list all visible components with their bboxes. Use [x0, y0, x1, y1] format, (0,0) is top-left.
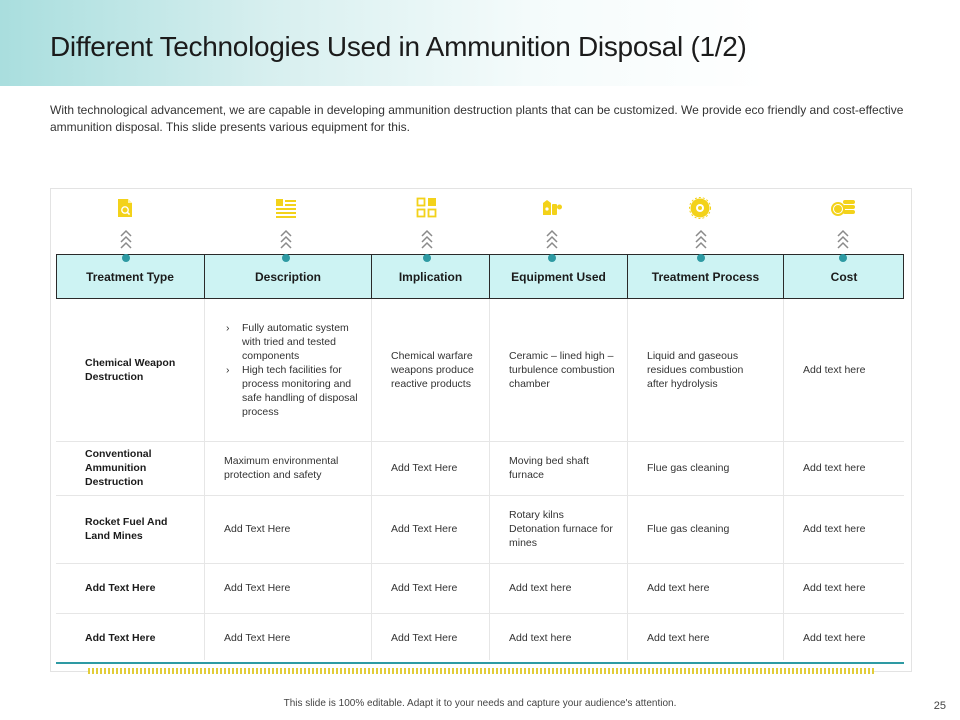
intro-text: With technological advancement, we are c… — [50, 103, 904, 134]
table-cell-equipment: Moving bed shaft furnace — [509, 455, 589, 481]
row-divider — [56, 495, 904, 496]
table-cell-implication: Chemical warfare weapons produce reactiv… — [391, 350, 474, 390]
header-implication: Implication — [371, 254, 489, 299]
equipment-icon — [541, 197, 563, 219]
table-cell-equipment: Ceramic – lined high – turbulence combus… — [509, 350, 615, 390]
column-divider — [371, 299, 372, 660]
table-cell-cost: Add text here — [803, 523, 866, 535]
connector-dot — [423, 254, 431, 262]
gear-icon — [689, 197, 711, 219]
row-divider — [56, 441, 904, 442]
chevron-up-icon — [545, 228, 559, 252]
table-cell-description: Maximum environmental protection and saf… — [224, 455, 339, 481]
table-cell-implication: Add Text Here — [391, 631, 458, 644]
chevron-up-icon — [119, 228, 133, 252]
table-cell-process: Liquid and gaseous residues combustion a… — [647, 350, 744, 390]
page-number: 25 — [933, 700, 946, 712]
table-cell-equipment: Rotary kilns Detonation furnace for mine… — [509, 495, 621, 563]
connector-dot — [839, 254, 847, 262]
connector-dot — [548, 254, 556, 262]
table-cell-treatment-type: Rocket Fuel And Land Mines — [85, 516, 168, 542]
table-cell-treatment-type: Add Text Here — [85, 631, 156, 644]
title-band — [0, 0, 960, 86]
table-cell-description: Fully automatic system with tried and te… — [224, 299, 364, 441]
table-cell-treatment-type: Chemical Weapon Destruction — [85, 357, 176, 383]
table-cell-treatment-type: Add Text Here — [85, 582, 156, 594]
column-divider — [204, 299, 205, 660]
table-cell-description: Add Text Here — [224, 582, 291, 594]
column-divider — [783, 299, 784, 660]
header-cost: Cost — [783, 254, 904, 299]
table-cell-cost: Add text here — [803, 631, 866, 644]
table-cell-process: Flue gas cleaning — [647, 523, 730, 535]
table-cell-cost: Add text here — [803, 582, 866, 594]
document-search-icon — [114, 197, 136, 219]
description-list: Fully automatic system with tried and te… — [224, 321, 364, 419]
list-item: High tech facilities for process monitor… — [224, 363, 364, 419]
row-divider — [56, 563, 904, 564]
table-cell-process: Flue gas cleaning — [647, 462, 730, 474]
table-cell-process: Add text here — [647, 582, 710, 594]
header-treatment-process: Treatment Process — [627, 254, 783, 299]
grid-squares-icon — [416, 197, 438, 219]
list-icon — [275, 197, 297, 219]
table-cell-implication: Add Text Here — [391, 462, 458, 474]
header-treatment-type: Treatment Type — [86, 269, 174, 284]
chevron-up-icon — [420, 228, 434, 252]
table-header-row — [56, 254, 904, 299]
table-bottom-rule — [56, 662, 904, 664]
row-divider — [56, 613, 904, 614]
column-divider — [627, 299, 628, 660]
equipment-line: Rotary kilns — [509, 509, 564, 521]
list-item: Fully automatic system with tried and te… — [224, 321, 364, 363]
table-cell-implication: Add Text Here — [391, 523, 458, 535]
table-cell-implication: Add Text Here — [391, 582, 458, 594]
equipment-line: Detonation furnace for mines — [509, 523, 613, 549]
footer-note: This slide is 100% editable. Adapt it to… — [283, 698, 677, 709]
chevron-up-icon — [836, 228, 850, 252]
table-cell-description: Add Text Here — [224, 523, 291, 535]
table-cell-equipment: Add text here — [509, 631, 572, 644]
connector-dot — [697, 254, 705, 262]
table-cell-cost: Add text here — [803, 462, 866, 474]
table-cell-description: Add Text Here — [224, 631, 291, 644]
slide-title: Different Technologies Used in Ammunitio… — [50, 31, 747, 62]
connector-dot — [282, 254, 290, 262]
table-cell-process: Add text here — [647, 631, 710, 644]
table-cell-cost: Add text here — [803, 364, 866, 376]
column-divider — [489, 299, 490, 660]
table-cell-treatment-type: Conventional Ammunition Destruction — [85, 448, 152, 488]
connector-dot — [122, 254, 130, 262]
table-cell-equipment: Add text here — [509, 582, 572, 594]
header-description: Description — [204, 254, 371, 299]
header-equipment-used: Equipment Used — [489, 254, 627, 299]
chevron-up-icon — [279, 228, 293, 252]
decorative-hatch-bar — [88, 668, 874, 674]
coins-icon — [830, 197, 855, 219]
chevron-up-icon — [694, 228, 708, 252]
